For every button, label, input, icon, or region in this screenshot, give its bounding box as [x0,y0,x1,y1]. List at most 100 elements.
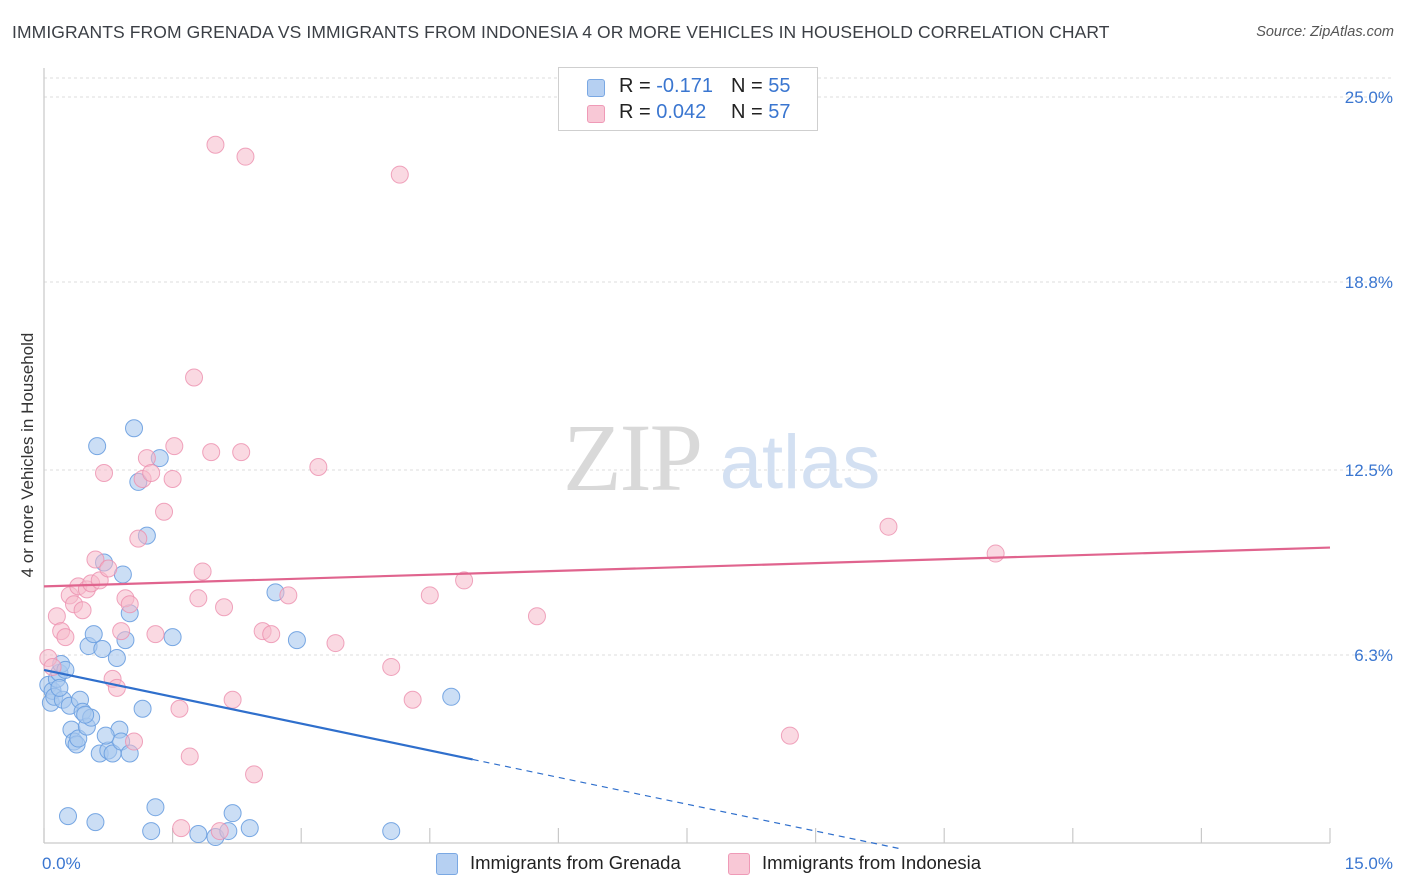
grenada-point [142,822,161,841]
grenada-point [146,798,165,817]
y-tick-label: 6.3% [1354,646,1393,665]
indonesia-point [455,571,474,590]
grenada-point [107,648,126,667]
indonesia-point [56,628,75,647]
indonesia-point [120,595,139,614]
legend-r-value-grenada: -0.171 [656,75,713,97]
grenada-trendline-extension [472,758,902,850]
bottom-legend-label-indonesia: Immigrants from Indonesia [762,852,982,873]
grenada-point [84,625,103,644]
indonesia-point [142,463,161,482]
indonesia-point [189,589,208,608]
grenada-point [163,628,182,647]
grenada-point [50,678,69,697]
legend-row-indonesia: R = 0.042 N = 57 [559,101,817,127]
legend-n-label: N = [731,75,763,97]
indonesia-point [236,147,255,166]
x-tick-label: 15.0% [1345,854,1393,873]
source-label: Source: ZipAtlas.com [1256,24,1394,40]
chart-title: IMMIGRANTS FROM GRENADA VS IMMIGRANTS FR… [12,22,1110,42]
y-tick-label: 25.0% [1345,88,1393,107]
grenada-point [189,825,208,844]
grenada-point [382,822,401,841]
indonesia-point [223,690,242,709]
y-tick-label: 18.8% [1345,273,1393,292]
indonesia-point [163,469,182,488]
indonesia-point [125,732,144,751]
trendlines [43,546,1331,850]
bottom-legend-swatch-grenada [436,853,458,875]
indonesia-point [193,562,212,581]
bottom-legend-label-grenada: Immigrants from Grenada [470,852,681,873]
grenada-point [125,419,144,438]
legend-r-label: R = [619,101,651,123]
legend-row-grenada: R = -0.171 N = 55 [559,75,817,101]
grenada-point [59,807,78,826]
grenada-point [86,813,105,832]
indonesia-point [73,601,92,620]
indonesia-point [86,550,105,569]
watermark: ZIP atlas [563,404,880,511]
indonesia-point [170,699,189,718]
watermark-zip: ZIP [563,404,701,511]
correlation-legend: R = -0.171 N = 55 R = 0.042 N = 57 [558,67,818,131]
indonesia-point [47,607,66,626]
bottom-legend-swatch-indonesia [728,853,750,875]
tick-labels: 6.3% 12.5% 18.8% 25.0% 0.0% 15.0% [42,88,1393,873]
indonesia-point [879,517,898,536]
indonesia-point [146,625,165,644]
indonesia-point [420,586,439,605]
series-indonesia [39,135,1005,841]
indonesia-point [107,678,126,697]
indonesia-point [137,449,156,468]
legend-swatch-indonesia [587,105,605,123]
grenada-point [287,631,306,650]
grenada-point [76,705,95,724]
legend-n-value-grenada: 55 [768,75,791,97]
indonesia-point [185,368,204,387]
grenada-point [88,437,107,456]
indonesia-point [986,544,1005,563]
indonesia-trendline [43,546,1331,588]
indonesia-point [206,135,225,154]
indonesia-point [155,502,174,521]
indonesia-point [112,622,131,641]
indonesia-point [326,634,345,653]
indonesia-point [95,463,114,482]
indonesia-point [527,607,546,626]
indonesia-point [202,443,221,462]
indonesia-point [279,586,298,605]
legend-r-label: R = [619,75,651,97]
grenada-point [133,699,152,718]
indonesia-point [309,458,328,477]
indonesia-point [382,657,401,676]
indonesia-point [262,625,281,644]
legend-n-label: N = [731,101,763,123]
indonesia-point [780,726,799,745]
indonesia-point [245,765,264,784]
x-tick-label: 0.0% [42,854,81,873]
grenada-point [442,687,461,706]
watermark-atlas: atlas [720,420,881,505]
indonesia-point [210,822,229,841]
legend-swatch-grenada [587,79,605,97]
legend-r-value-indonesia: 0.042 [656,101,707,123]
indonesia-point [403,690,422,709]
indonesia-point [232,443,251,462]
indonesia-point [390,165,409,184]
indonesia-point [172,819,191,838]
y-tick-label: 12.5% [1345,461,1393,480]
grenada-point [223,804,242,823]
indonesia-point [165,437,184,456]
y-axis-label: 4 or more Vehicles in Household [18,332,37,578]
indonesia-point [99,559,118,578]
indonesia-point [129,529,148,548]
grenada-point [240,819,259,838]
axes [43,68,1331,844]
grenada-point [96,726,115,745]
grenada-point [93,640,112,659]
legend-n-value-indonesia: 57 [768,101,791,123]
grenada-trendline [43,668,473,761]
indonesia-point [215,598,234,617]
